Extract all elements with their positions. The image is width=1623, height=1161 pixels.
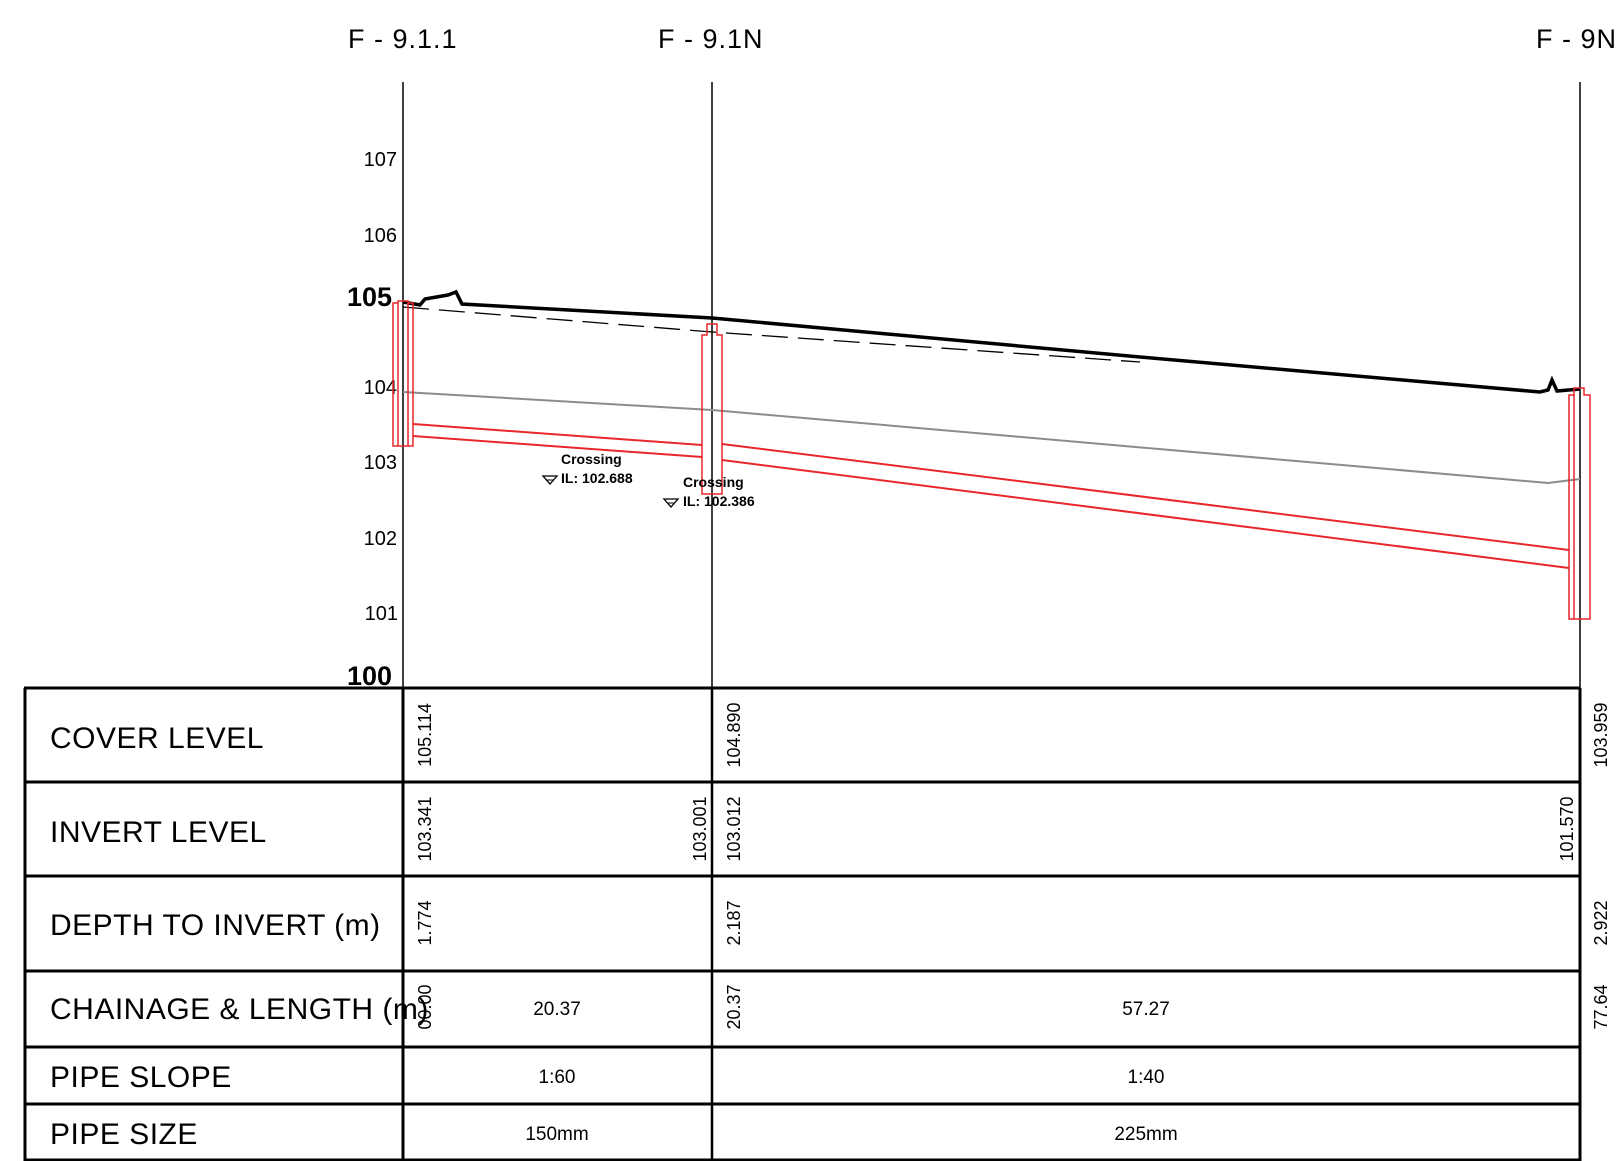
invert-level-mh2-out: 103.012 <box>724 796 744 861</box>
manhole-chambers <box>392 300 1591 620</box>
invert-level-mh1-out: 103.341 <box>415 796 435 861</box>
invert-level-mh3-in: 101.570 <box>1557 796 1577 861</box>
pipe-slope-1: 1:60 <box>539 1067 576 1088</box>
data-table <box>23 686 1582 1161</box>
pipe-length-2: 57.27 <box>1122 999 1170 1020</box>
axis-tick-103: 103 <box>364 452 397 474</box>
crossing-annotation-2: Crossing IL: 102.386 <box>662 474 755 509</box>
manhole-headers: F - 9.1.1 F - 9.1N F - 9N <box>348 24 1617 54</box>
manhole-chamber-2 <box>701 323 723 495</box>
axis-tick-107: 107 <box>364 149 397 171</box>
pipe-length-1: 20.37 <box>533 999 581 1020</box>
chainage-mh2: 20.37 <box>724 984 744 1029</box>
axis-tick-100: 100 <box>347 661 392 691</box>
pipe-size-2: 225mm <box>1114 1124 1177 1145</box>
depth-mh2: 2.187 <box>724 900 744 945</box>
axis-tick-105: 105 <box>347 282 392 312</box>
axis-tick-104: 104 <box>364 377 397 399</box>
pipe-size-values: 150mm 225mm <box>525 1124 1177 1145</box>
crossing-2-label: IL: 102.386 <box>683 493 755 509</box>
chainage-mh3: 77.64 <box>1591 984 1611 1029</box>
crossing-1-label: IL: 102.688 <box>561 470 633 486</box>
row-label-invert-level: INVERT LEVEL <box>50 816 267 849</box>
invert-level-values: 103.341 103.001 103.012 101.570 <box>415 796 1577 861</box>
cover-level-mh3: 103.959 <box>1591 702 1611 767</box>
crossing-1-title: Crossing <box>561 451 622 467</box>
depth-mh1: 1.774 <box>415 900 435 945</box>
grey-profile-line <box>402 391 1581 485</box>
dashed-existing-line <box>402 306 1141 363</box>
chainage-values: 00.00 20.37 77.64 20.37 57.27 <box>415 984 1611 1029</box>
pipe-slope-values: 1:60 1:40 <box>539 1067 1165 1088</box>
axis-tick-106: 106 <box>364 225 397 247</box>
pipe-size-1: 150mm <box>525 1124 588 1145</box>
axis-tick-102: 102 <box>364 528 397 550</box>
cover-level-values: 105.114 104.890 103.959 <box>415 702 1611 767</box>
depth-mh3: 2.922 <box>1591 900 1611 945</box>
manhole-chamber-3 <box>1568 387 1591 620</box>
depth-values: 1.774 2.187 2.922 <box>415 900 1611 945</box>
pipe-soffit-segment-2 <box>721 443 1570 551</box>
manhole-label-3: F - 9N <box>1536 24 1617 54</box>
row-label-chainage: CHAINAGE & LENGTH (m) <box>50 993 429 1026</box>
invert-level-mh2-in: 103.001 <box>690 796 710 861</box>
table-row-labels: COVER LEVEL INVERT LEVEL DEPTH TO INVERT… <box>50 722 429 1151</box>
pipe-soffit-segment-1 <box>412 423 703 446</box>
pipe-slope-2: 1:40 <box>1128 1067 1165 1088</box>
cover-level-mh1: 105.114 <box>415 703 435 767</box>
elevation-axis: 100 101 102 103 104 105 106 107 <box>347 149 398 691</box>
row-label-depth: DEPTH TO INVERT (m) <box>50 909 381 942</box>
row-label-pipe-size: PIPE SIZE <box>50 1118 198 1151</box>
manhole-label-2: F - 9.1N <box>658 24 764 54</box>
proposed-pipe <box>412 423 1570 569</box>
crossing-annotation-1: Crossing IL: 102.688 <box>541 451 633 486</box>
manhole-label-1: F - 9.1.1 <box>348 24 458 54</box>
pipe-invert-segment-1 <box>412 435 703 458</box>
cover-level-mh2: 104.890 <box>724 702 744 767</box>
ground-profile-line <box>402 289 1581 394</box>
crossing-2-title: Crossing <box>683 474 744 490</box>
axis-tick-101: 101 <box>365 603 398 625</box>
chainage-mh1: 00.00 <box>415 984 435 1029</box>
row-label-pipe-slope: PIPE SLOPE <box>50 1061 232 1094</box>
row-label-cover-level: COVER LEVEL <box>50 722 264 755</box>
pipe-invert-segment-2 <box>721 459 1570 569</box>
